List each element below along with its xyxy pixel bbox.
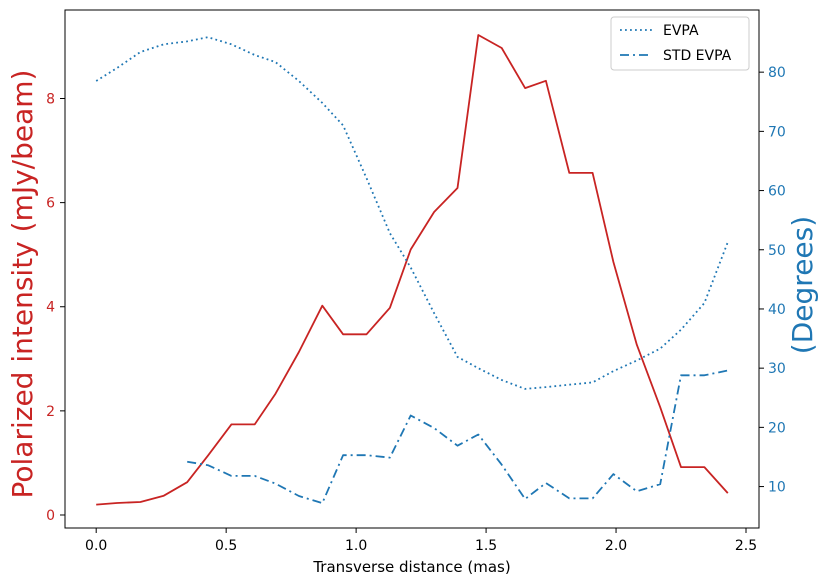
y-right-tick-label: 70 — [768, 124, 786, 140]
series-line-std-evpa — [187, 369, 728, 505]
y-axis-right: 10 20 30 40 50 60 70 80 — [759, 65, 786, 496]
y-right-tick-label: 60 — [768, 184, 786, 200]
x-axis: 0.0 0.5 1.0 1.5 2.0 2.5 — [85, 528, 757, 554]
y-left-tick-label: 2 — [46, 404, 55, 420]
y-axis-right-title: (Degrees) — [786, 216, 819, 354]
legend: EVPA STD EVPA — [610, 16, 750, 71]
x-tick-label: 2.5 — [735, 538, 757, 554]
y-left-tick-label: 4 — [46, 300, 55, 316]
y-left-tick-label: 8 — [46, 92, 55, 108]
y-left-tick-label: 6 — [46, 196, 55, 212]
y-left-tick-label: 0 — [46, 508, 55, 524]
y-right-tick-label: 80 — [768, 65, 786, 81]
legend-label-evpa: EVPA — [663, 23, 699, 39]
y-right-tick-label: 30 — [768, 361, 786, 377]
x-tick-label: 1.0 — [345, 538, 367, 554]
x-tick-label: 0.5 — [215, 538, 237, 554]
x-tick-label: 1.5 — [475, 538, 497, 554]
series-line-evpa — [95, 36, 729, 390]
x-tick-label: 0.0 — [85, 538, 107, 554]
y-right-tick-label: 10 — [768, 480, 786, 496]
plot-frame — [64, 9, 760, 529]
y-axis-left: 0 2 4 6 8 — [46, 92, 65, 524]
plot-area — [95, 34, 729, 506]
x-axis-title: Transverse distance (mas) — [312, 558, 510, 576]
series-line-polarized-intensity — [96, 34, 729, 506]
legend-label-std-evpa: STD EVPA — [663, 48, 732, 64]
y-right-tick-label: 40 — [768, 302, 786, 318]
x-tick-label: 2.0 — [605, 538, 627, 554]
y-right-tick-label: 50 — [768, 243, 786, 259]
y-axis-left-title: Polarized intensity (mJy/beam) — [6, 70, 39, 499]
y-right-tick-label: 20 — [768, 420, 786, 436]
